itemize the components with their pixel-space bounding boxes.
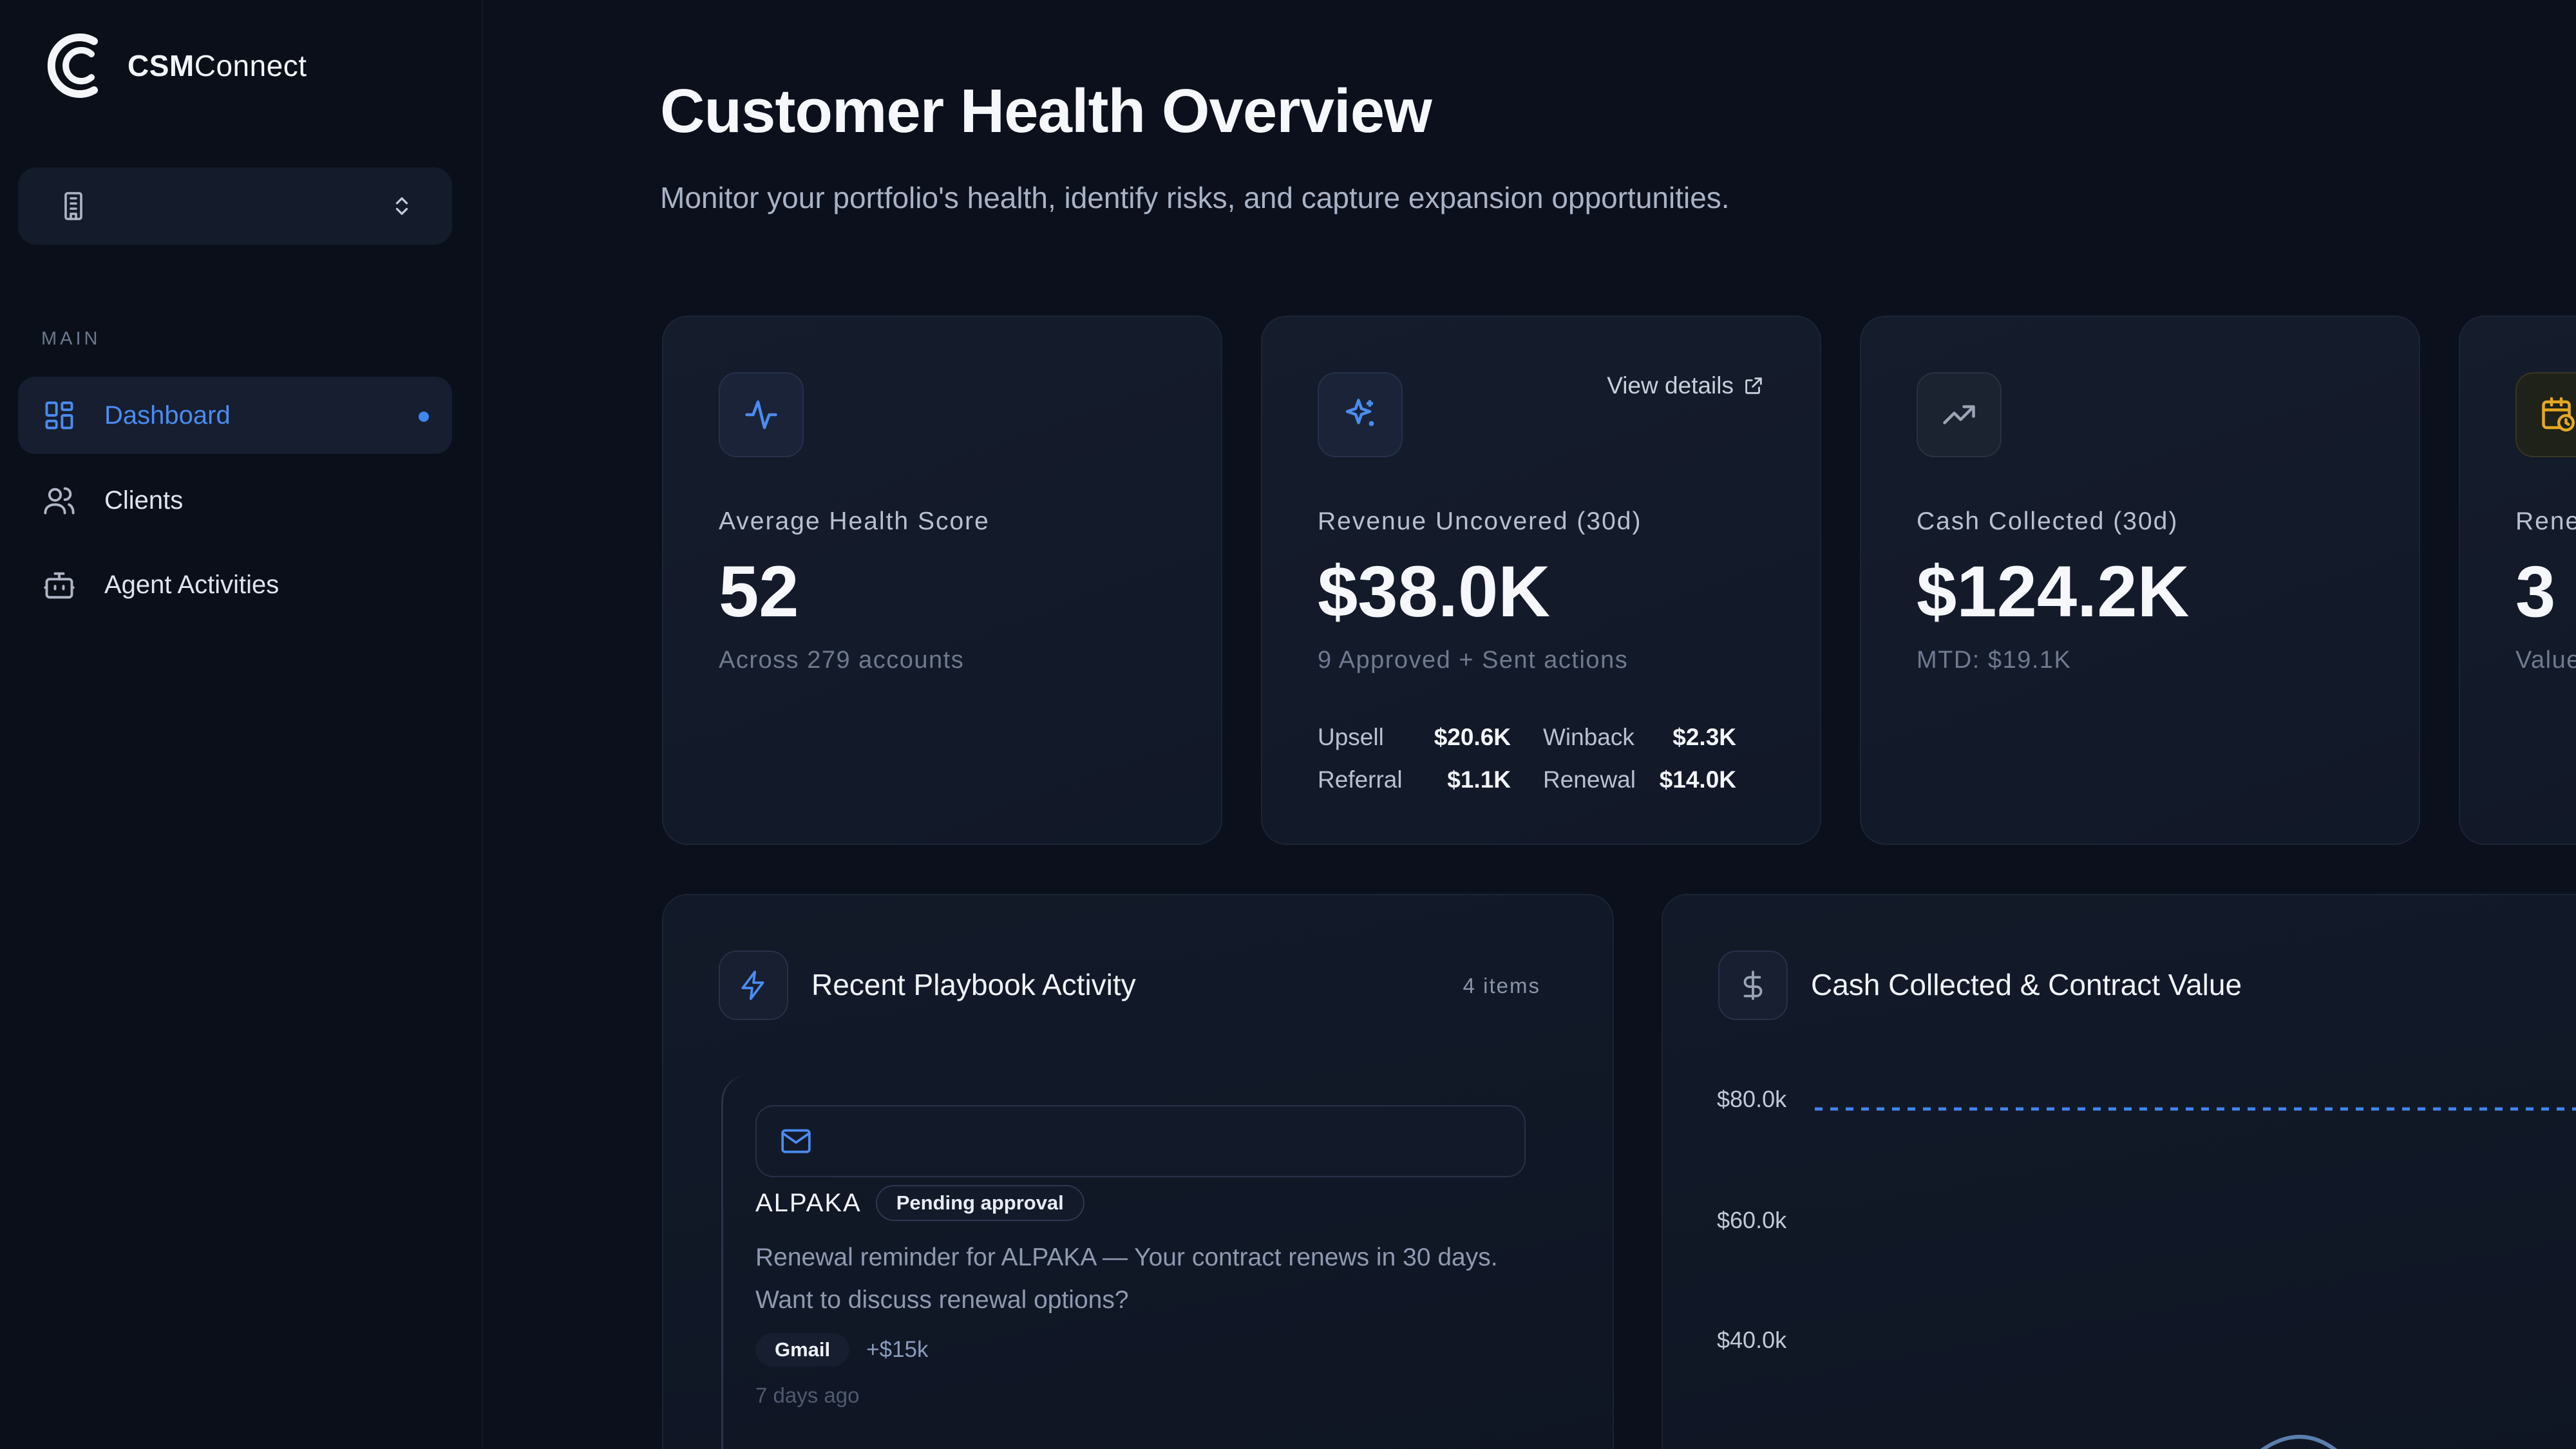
- stat-card-revenue-uncovered: View details Revenue Uncovered (30d) $38…: [1261, 316, 1821, 845]
- calendar-clock-icon: [2515, 372, 2576, 457]
- building-icon: [64, 192, 82, 220]
- stat-value: 52: [719, 551, 799, 632]
- activity-channel-bar: [755, 1105, 1526, 1177]
- stat-label: Revenue Uncovered (30d): [1318, 507, 1642, 535]
- sidebar-item-label: Agent Activities: [104, 570, 279, 599]
- breakdown-label: Winback: [1543, 724, 1634, 750]
- users-icon: [41, 482, 77, 518]
- breakdown-label: Referral: [1318, 766, 1403, 793]
- nav-section-label: MAIN: [41, 328, 101, 349]
- stat-card-renewals: Rene 3 Value: [2459, 316, 2576, 845]
- activity-timestamp: 7 days ago: [755, 1383, 860, 1407]
- item-count: 4 items: [1463, 974, 1540, 998]
- activity-tags: Gmail +$15k: [755, 1333, 929, 1367]
- stat-value: $124.2K: [1917, 551, 2190, 632]
- sidebar-item-dashboard[interactable]: Dashboard: [18, 377, 452, 454]
- sidebar-item-label: Clients: [104, 486, 184, 515]
- sidebar-item-clients[interactable]: Clients: [18, 462, 452, 539]
- channel-tag: Gmail: [755, 1333, 850, 1367]
- stat-subtext: MTD: $19.1K: [1917, 647, 2072, 674]
- stat-card-cash-collected: Cash Collected (30d) $124.2K MTD: $19.1K: [1860, 316, 2420, 845]
- trending-up-icon: [1917, 372, 2002, 457]
- workspace-switcher[interactable]: [18, 167, 452, 245]
- page-subtitle: Monitor your portfolio's health, identif…: [660, 181, 1730, 214]
- sparkles-icon: [1318, 372, 1403, 457]
- brand-name: CSMConnect: [128, 49, 307, 82]
- stat-label: Rene: [2515, 507, 2576, 535]
- breakdown-value: $20.6K: [1434, 724, 1511, 750]
- active-indicator: [419, 412, 429, 422]
- breakdown-value: $1.1K: [1447, 766, 1511, 793]
- dollar-icon: [1718, 951, 1788, 1020]
- lightning-icon: [719, 951, 788, 1020]
- y-tick-label: $80.0k: [1717, 1086, 1787, 1112]
- page-title: Customer Health Overview: [660, 77, 1432, 146]
- breakdown-value: $14.0K: [1659, 766, 1736, 793]
- breakdown-label: Upsell: [1318, 724, 1384, 750]
- stat-subtext: Value: [2515, 647, 2576, 674]
- stat-label: Cash Collected (30d): [1917, 507, 2179, 535]
- chevron-up-down-icon: [395, 197, 408, 215]
- sidebar: CSMConnect MAIN Dashboard Clients Agent …: [0, 0, 483, 1449]
- stat-value: $38.0K: [1318, 551, 1551, 632]
- stat-subtext: Across 279 accounts: [719, 647, 965, 674]
- chart-canvas: [1815, 1107, 2576, 1449]
- brand[interactable]: CSMConnect: [32, 31, 307, 100]
- playbook-activity-panel: Recent Playbook Activity 4 items ALPAKA …: [662, 894, 1614, 1449]
- sidebar-item-agent-activities[interactable]: Agent Activities: [18, 546, 452, 623]
- series-line: [2260, 1435, 2337, 1449]
- brand-logo: [47, 33, 98, 98]
- breakdown-label: Renewal: [1543, 766, 1636, 793]
- y-tick-label: $40.0k: [1717, 1327, 1787, 1353]
- view-details-link[interactable]: View details: [1607, 372, 1765, 399]
- status-badge: Pending approval: [875, 1185, 1084, 1221]
- value-tag: +$15k: [866, 1337, 929, 1362]
- breakdown-value: $2.3K: [1672, 724, 1736, 750]
- activity-header: ALPAKA Pending approval: [755, 1185, 1084, 1221]
- panel-title: Recent Playbook Activity: [811, 968, 1136, 1001]
- external-link-icon: [1745, 377, 1762, 394]
- activity-item[interactable]: ALPAKA Pending approval Renewal reminder…: [721, 1075, 1558, 1449]
- panel-title: Cash Collected & Contract Value: [1811, 968, 2242, 1001]
- stat-label: Average Health Score: [719, 507, 990, 535]
- mail-icon: [781, 1129, 811, 1153]
- sidebar-item-label: Dashboard: [104, 401, 231, 430]
- activity-description: Renewal reminder for ALPAKA — Your contr…: [755, 1244, 1498, 1314]
- cash-contract-chart-panel: Cash Collected & Contract Value $80.0k $…: [1662, 894, 2576, 1449]
- breakdown-row: Upsell $20.6K Winback $2.3K: [1318, 716, 1768, 759]
- revenue-breakdown: Upsell $20.6K Winback $2.3K Referral $1.…: [1318, 716, 1768, 801]
- breakdown-row: Referral $1.1K Renewal $14.0K: [1318, 759, 1768, 801]
- client-name: ALPAKA: [755, 1188, 862, 1217]
- bot-icon: [41, 567, 77, 603]
- main-content: Customer Health Overview Monitor your po…: [483, 0, 2576, 1449]
- view-details-label: View details: [1607, 372, 1734, 399]
- stat-value: 3: [2515, 551, 2556, 632]
- y-tick-label: $60.0k: [1717, 1207, 1787, 1233]
- activity-icon: [719, 372, 804, 457]
- stat-subtext: 9 Approved + Sent actions: [1318, 647, 1629, 674]
- grid-icon: [41, 397, 77, 433]
- stat-card-health-score: Average Health Score 52 Across 279 accou…: [662, 316, 1222, 845]
